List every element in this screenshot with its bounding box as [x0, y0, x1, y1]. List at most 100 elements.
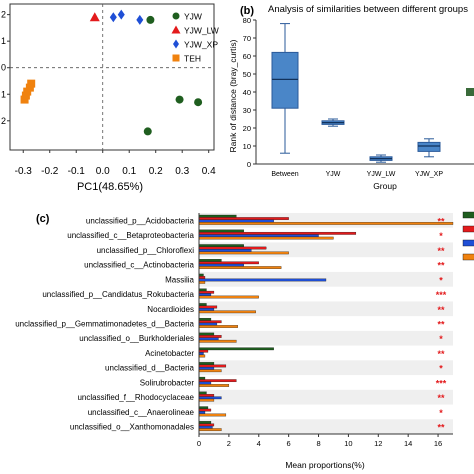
panel-b-title: Analysis of similarities between differe…: [268, 4, 468, 15]
legend-marker-yjw_lw: [171, 25, 181, 34]
significance-marker: ***: [436, 378, 447, 388]
panel-b-ylabel: Rank of distance (bray_curtis): [228, 39, 238, 152]
bar-yjw: [198, 259, 222, 262]
bar-teh: [198, 398, 215, 402]
bar-yjw_lw: [198, 408, 212, 412]
pca-point-teh: [20, 95, 29, 104]
bar-yjw_lw: [198, 217, 289, 220]
bar-yjw_xp: [198, 381, 212, 385]
pca-scatter-panel: -0.3 -0.2 -0.1 0.0 0.1 0.2 0.3 0.4 2 1 0 1 2 PC1(48.6…: [1, 3, 219, 193]
bar-yjw: [198, 332, 215, 336]
bar-category-label: Acinetobacter: [145, 349, 194, 358]
bar-teh: [198, 369, 222, 373]
box-y-tick-label: 70: [243, 34, 251, 43]
bar-yjw: [198, 376, 206, 380]
bar-yjw_xp: [198, 411, 206, 414]
panel-b-xlabel: Group: [373, 181, 397, 191]
legend-marker-teh: [172, 54, 180, 62]
anosim-boxplot-panel: (b) Analysis of similarities between dif…: [228, 4, 474, 191]
pca-point-yjw_xp: [109, 12, 117, 23]
significance-marker: **: [437, 393, 445, 403]
significance-marker: **: [437, 320, 445, 330]
bar-row-band: [199, 419, 453, 434]
box-y-tick-label: 60: [243, 52, 251, 61]
bar-yjw_xp: [198, 352, 204, 355]
bar-teh: [198, 413, 227, 417]
box-y-tick-label: 50: [243, 70, 251, 79]
pca-x-tick-label: -0.1: [68, 166, 86, 177]
bar-teh: [198, 280, 206, 284]
bar-teh: [198, 251, 289, 255]
bar-row-band: [199, 389, 453, 405]
bar-category-label: unclassified_c__Actinobacteria: [84, 261, 194, 270]
significance-marker: **: [437, 305, 445, 315]
bar-category-label: unclassified_f__Rhodocyclaceae: [77, 393, 194, 402]
bar-yjw_xp: [198, 337, 219, 341]
pca-point-yjw: [143, 127, 152, 136]
pca-x-tick-label: 0.1: [122, 166, 136, 177]
bar-x-tick-label: 6: [287, 439, 291, 448]
bar-x-tick-label: 14: [404, 439, 412, 448]
bar-category-label: unclassified_p__Chloroflexi: [97, 246, 195, 255]
box-y-tick-label: 10: [243, 142, 251, 151]
bar-yjw_lw: [198, 335, 222, 338]
pca-point-yjw_lw: [89, 12, 100, 22]
box-category-label: Between: [271, 171, 298, 178]
bar-x-tick-label: 16: [434, 439, 442, 448]
bar-x-tick-label: 10: [344, 439, 352, 448]
bar-yjw_lw: [198, 364, 227, 368]
bar-yjw: [198, 317, 212, 321]
significance-marker: *: [439, 275, 443, 285]
bar-teh: [198, 339, 237, 343]
bar-row-band: [199, 301, 453, 317]
bar-yjw_lw: [198, 261, 259, 265]
box-y-tick-label: 80: [243, 16, 251, 25]
bar-category-label: unclassified_d__Bacteria: [105, 364, 194, 373]
bar-teh: [198, 236, 334, 240]
pca-x-tick-label: -0.2: [41, 166, 59, 177]
legend-label-yjw: YJW: [184, 12, 202, 22]
bar-yjw: [198, 288, 207, 292]
pca-y-tick-label: 1: [1, 89, 6, 99]
bar-yjw_xp: [198, 396, 222, 400]
significance-marker: **: [437, 423, 445, 433]
bar-teh: [198, 222, 454, 225]
significance-marker: **: [437, 261, 445, 271]
pca-x-tick-label: 0.4: [202, 166, 216, 177]
bar-yjw: [198, 391, 207, 395]
pca-x-tick-label: 0.3: [175, 166, 189, 177]
bar-category-label: unclassified_c__Anaerolineae: [88, 408, 195, 417]
bar-yjw_lw: [198, 379, 237, 383]
bar-yjw: [198, 229, 244, 233]
box-category-label: YJW_LW: [367, 171, 396, 178]
bar-yjw_xp: [198, 322, 218, 326]
pca-x-tick-label: -0.3: [15, 166, 33, 177]
bar-category-label: unclassified_p__Candidatus_Rokubacteria: [42, 290, 194, 299]
significance-marker: **: [437, 349, 445, 359]
pca-plot-frame: [9, 3, 215, 151]
bar-teh: [198, 325, 238, 328]
legend-marker-yjw: [172, 12, 180, 20]
pca-x-tick-label: 0.2: [149, 166, 163, 177]
abundance-bar-panel: (c) unclassified_p__Acidobacteria **uncla…: [15, 211, 474, 470]
legend-label-yjw_xp: YJW_XP: [184, 40, 218, 50]
bar-x-axis-label: Mean proportions(%): [285, 460, 365, 470]
panel-c-label: (c): [36, 213, 50, 225]
bar-yjw: [198, 406, 209, 410]
bar-yjw_lw: [198, 290, 215, 294]
bar-yjw_lw: [198, 231, 357, 235]
significance-marker: *: [439, 364, 443, 374]
bar-row-band: [199, 330, 453, 346]
bar-x-tick-label: 2: [227, 439, 231, 448]
bar-yjw: [198, 421, 212, 424]
legend-marker-yjw_xp: [173, 39, 179, 49]
bar-row-band: [199, 360, 453, 376]
bar-yjw_xp: [198, 234, 319, 238]
significance-marker: ***: [436, 290, 447, 300]
bar-x-tick-label: 4: [257, 439, 261, 448]
bar-teh: [198, 428, 222, 432]
bar-yjw_xp: [198, 366, 215, 370]
box-y-tick-label: 40: [243, 88, 251, 97]
bar-yjw_lw: [198, 246, 267, 250]
